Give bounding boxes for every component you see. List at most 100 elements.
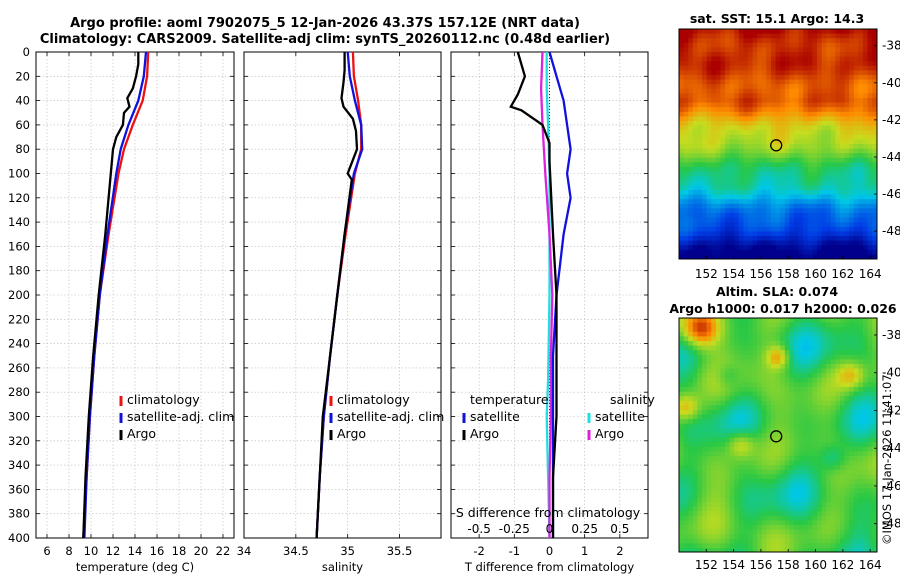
map-cell bbox=[830, 354, 836, 360]
map-cell bbox=[858, 70, 864, 76]
map-cell bbox=[761, 488, 767, 494]
map-cell bbox=[757, 492, 763, 498]
map-cell bbox=[679, 410, 684, 415]
map-cell bbox=[830, 203, 836, 209]
map-cell bbox=[725, 433, 730, 438]
map-cell bbox=[794, 167, 799, 172]
map-cell bbox=[683, 213, 689, 218]
map-cell bbox=[812, 75, 818, 80]
map-cell bbox=[748, 327, 753, 333]
map-cell bbox=[734, 387, 740, 392]
map-cell bbox=[738, 364, 744, 369]
map-cell bbox=[711, 451, 717, 457]
map-cell bbox=[761, 121, 767, 126]
map-cell bbox=[706, 331, 712, 337]
map-cell bbox=[734, 75, 740, 80]
map-cell bbox=[729, 153, 735, 159]
map-cell bbox=[867, 79, 873, 85]
map-cell bbox=[780, 111, 786, 117]
map-cell bbox=[679, 497, 684, 503]
map-cell bbox=[863, 318, 868, 323]
map-cell bbox=[720, 479, 726, 484]
map-cell bbox=[826, 483, 832, 489]
map-cell bbox=[692, 460, 698, 466]
map-cell bbox=[688, 38, 694, 44]
map-cell bbox=[849, 70, 855, 76]
map-cell bbox=[817, 70, 822, 76]
map-cell bbox=[840, 249, 845, 255]
map-cell bbox=[752, 111, 758, 117]
sla-map-title-line-2: Argo h1000: 0.017 h2000: 0.026 bbox=[669, 301, 897, 316]
map-cell bbox=[794, 222, 799, 228]
map-cell bbox=[748, 382, 753, 388]
map-cell bbox=[826, 465, 832, 471]
map-cell bbox=[766, 350, 772, 356]
map-cell bbox=[789, 529, 795, 535]
map-cell bbox=[692, 515, 698, 521]
lat-tick-label: -46 bbox=[882, 479, 900, 493]
map-cell bbox=[807, 529, 813, 535]
map-cell bbox=[734, 377, 740, 383]
map-cell bbox=[821, 428, 827, 434]
map-cell bbox=[711, 543, 717, 549]
map-cell bbox=[766, 377, 772, 383]
map-cell bbox=[766, 318, 772, 323]
map-cell bbox=[766, 515, 772, 521]
map-cell bbox=[807, 331, 813, 337]
map-cell bbox=[840, 134, 845, 140]
map-cell bbox=[794, 451, 799, 457]
map-cell bbox=[794, 199, 799, 205]
map-cell bbox=[840, 451, 845, 457]
map-cell bbox=[711, 203, 717, 209]
map-cell bbox=[725, 203, 730, 209]
map-cell bbox=[692, 506, 698, 512]
map-cell bbox=[715, 331, 721, 337]
map-cell bbox=[729, 93, 735, 99]
map-cell bbox=[789, 474, 795, 480]
map-cell bbox=[697, 162, 703, 168]
map-cell bbox=[830, 377, 836, 383]
map-cell bbox=[761, 368, 767, 374]
map-cell bbox=[729, 236, 735, 241]
map-cell bbox=[743, 350, 749, 356]
map-cell bbox=[697, 185, 703, 191]
map-cell bbox=[849, 345, 855, 351]
map-cell bbox=[867, 231, 873, 237]
map-cell bbox=[784, 125, 790, 131]
map-cell bbox=[853, 56, 859, 62]
map-cell bbox=[766, 483, 772, 489]
map-cell bbox=[872, 318, 878, 323]
map-cell bbox=[872, 345, 878, 351]
map-cell bbox=[734, 116, 740, 122]
map-cell bbox=[812, 139, 818, 145]
map-cell bbox=[748, 102, 753, 108]
map-cell bbox=[780, 199, 786, 205]
map-cell bbox=[752, 231, 758, 237]
map-cell bbox=[702, 354, 707, 360]
map-cell bbox=[872, 327, 878, 333]
map-cell bbox=[734, 548, 740, 553]
map-cell bbox=[697, 359, 703, 365]
map-cell bbox=[711, 70, 717, 76]
map-cell bbox=[826, 437, 832, 443]
map-cell bbox=[798, 377, 804, 383]
map-cell bbox=[872, 331, 878, 337]
map-cell bbox=[807, 107, 813, 113]
map-cell bbox=[720, 391, 726, 397]
map-cell bbox=[858, 180, 864, 186]
map-cell bbox=[688, 318, 694, 323]
map-cell bbox=[803, 437, 809, 443]
map-cell bbox=[688, 75, 694, 80]
map-cell bbox=[748, 396, 753, 402]
map-cell bbox=[858, 492, 864, 498]
map-cell bbox=[734, 29, 740, 34]
map-cell bbox=[743, 42, 749, 48]
map-cell bbox=[817, 331, 822, 337]
map-cell bbox=[743, 185, 749, 191]
map-cell bbox=[826, 88, 832, 94]
argo-float-marker bbox=[770, 430, 783, 443]
map-cell bbox=[720, 405, 726, 411]
map-cell bbox=[679, 469, 684, 475]
map-cell bbox=[863, 199, 868, 205]
map-cell bbox=[720, 423, 726, 429]
